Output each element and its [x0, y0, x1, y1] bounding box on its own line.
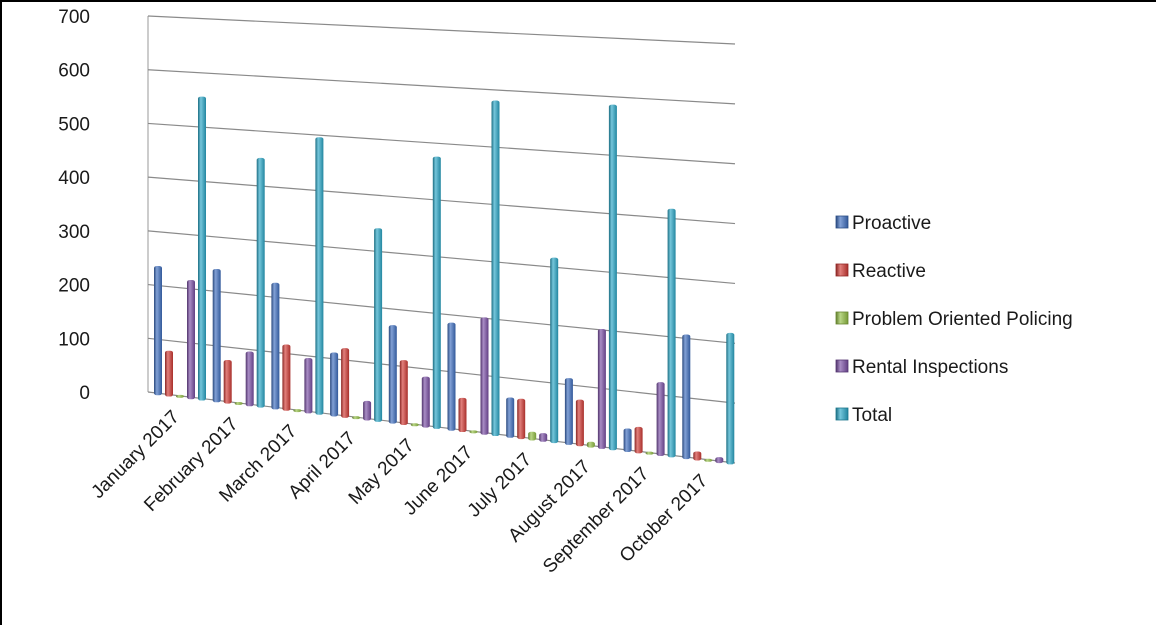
- legend-swatch-total: [835, 407, 849, 421]
- bar-reactive-january-2017: [165, 350, 173, 397]
- bar-proactive-january-2017: [154, 266, 162, 396]
- legend-swatch-reactive: [835, 263, 849, 277]
- bar-total-february-2017: [256, 157, 265, 408]
- bar-total-june-2017: [491, 100, 500, 437]
- bar-problem-oriented-policing-july-2017: [528, 431, 537, 441]
- bar-reactive-september-2017: [634, 426, 643, 454]
- legend-label-proactive: Proactive: [852, 213, 931, 234]
- bar-rental-inspections-january-2017: [187, 280, 195, 400]
- bar-problem-oriented-policing-march-2017: [293, 409, 302, 413]
- bar-total-july-2017: [550, 257, 559, 444]
- legend: Proactive Reactive Problem Oriented Polici…: [835, 213, 1073, 426]
- bar-total-september-2017: [667, 208, 676, 458]
- legend-swatch-proactive: [835, 215, 849, 229]
- bar-rental-inspections-september-2017: [656, 382, 665, 457]
- bar-proactive-july-2017: [506, 397, 515, 438]
- y-tick-label: 300: [58, 222, 90, 243]
- bar-proactive-march-2017: [271, 282, 280, 410]
- bar-problem-oriented-policing-may-2017: [410, 423, 419, 427]
- bar-problem-oriented-policing-february-2017: [234, 401, 243, 405]
- gridline: [147, 69, 736, 105]
- bar-rental-inspections-june-2017: [480, 317, 489, 435]
- bar-reactive-august-2017: [575, 399, 584, 447]
- bar-problem-oriented-policing-june-2017: [469, 430, 478, 434]
- bar-total-january-2017: [198, 96, 206, 401]
- y-tick-label: 500: [58, 114, 90, 135]
- bar-problem-oriented-policing-january-2017: [176, 394, 184, 398]
- bar-problem-oriented-policing-august-2017: [586, 441, 595, 448]
- bar-rental-inspections-february-2017: [245, 351, 254, 407]
- y-tick-label: 0: [79, 383, 90, 404]
- y-tick-label: 600: [58, 61, 90, 82]
- gridline: [147, 122, 736, 165]
- bar-reactive-june-2017: [458, 397, 467, 433]
- bar-rental-inspections-may-2017: [421, 376, 430, 428]
- legend-label-rental-inspections: Rental Inspections: [852, 357, 1008, 378]
- bar-rental-inspections-october-2017: [715, 457, 724, 464]
- bar-rental-inspections-march-2017: [304, 358, 313, 414]
- bar-problem-oriented-policing-october-2017: [704, 458, 713, 462]
- bar-rental-inspections-august-2017: [597, 329, 606, 449]
- gridline: [147, 15, 736, 45]
- y-axis: 0 100 200 300 400 500 600 700: [58, 7, 90, 404]
- bar-reactive-march-2017: [282, 344, 291, 411]
- bar-rental-inspections-april-2017: [363, 400, 372, 421]
- y-tick-label: 200: [58, 276, 90, 297]
- bar-reactive-may-2017: [399, 360, 408, 425]
- bars: [154, 96, 735, 465]
- bar-total-october-2017: [726, 332, 735, 465]
- bar-total-march-2017: [315, 137, 324, 415]
- bar-problem-oriented-policing-april-2017: [352, 416, 361, 420]
- y-tick-label: 700: [58, 7, 90, 28]
- bar-proactive-april-2017: [330, 352, 339, 417]
- bar-reactive-april-2017: [341, 348, 350, 418]
- bar-proactive-june-2017: [447, 322, 456, 431]
- bar-total-may-2017: [432, 156, 441, 429]
- legend-label-total: Total: [852, 405, 892, 426]
- y-tick-label: 400: [58, 168, 90, 189]
- grid: [147, 15, 736, 464]
- legend-label-problem-oriented-policing: Problem Oriented Policing: [852, 309, 1073, 330]
- legend-swatch-problem-oriented-policing: [835, 311, 849, 325]
- bar-rental-inspections-july-2017: [539, 433, 548, 442]
- bar-proactive-august-2017: [564, 378, 573, 445]
- bar-proactive-may-2017: [388, 325, 397, 424]
- bar-proactive-september-2017: [623, 428, 632, 453]
- bar-reactive-july-2017: [517, 398, 526, 440]
- gridline: [147, 176, 736, 225]
- gridline: [147, 283, 736, 344]
- bar-reactive-october-2017: [693, 451, 702, 461]
- bar-proactive-february-2017: [212, 268, 221, 403]
- gridline: [147, 337, 736, 404]
- legend-label-reactive: Reactive: [852, 261, 926, 282]
- gridline: [147, 230, 736, 285]
- bar-problem-oriented-policing-september-2017: [645, 451, 654, 455]
- legend-swatch-rental-inspections: [835, 359, 849, 373]
- bar-total-april-2017: [374, 228, 383, 422]
- bar-total-august-2017: [608, 104, 617, 451]
- bar-proactive-october-2017: [682, 334, 691, 460]
- y-tick-label: 100: [58, 329, 90, 350]
- bar-reactive-february-2017: [223, 360, 232, 404]
